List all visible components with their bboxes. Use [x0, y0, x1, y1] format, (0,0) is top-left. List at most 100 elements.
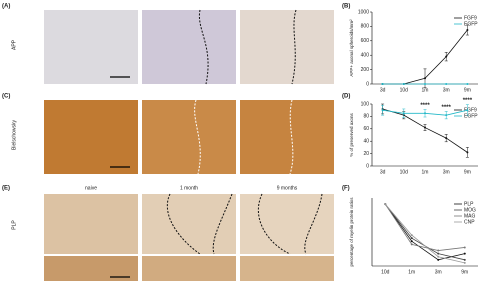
legend-label: MAG: [464, 213, 476, 219]
data-point: [384, 203, 387, 206]
data-point: [445, 137, 448, 140]
panel-label: (E): [2, 186, 10, 192]
data-point: [410, 237, 413, 240]
data-point: [424, 83, 426, 85]
data-point: [463, 252, 466, 255]
data-point: [402, 83, 405, 85]
y-tick-label: 40: [363, 139, 369, 145]
significance: ****: [463, 98, 473, 104]
x-tick-label: 10d: [400, 87, 409, 93]
legend-label: MOG: [464, 207, 476, 213]
data-point: [424, 77, 426, 80]
data-point: [410, 243, 413, 246]
panel-label: (C): [2, 94, 10, 100]
micrograph: [44, 194, 138, 254]
legend-label: FGF9: [464, 15, 477, 21]
data-point: [466, 109, 469, 112]
lesion-border: [257, 193, 323, 255]
x-tick-label: 3m: [435, 269, 442, 275]
data-point: [402, 112, 405, 115]
data-point: [381, 83, 384, 85]
panel-label: (D): [342, 94, 350, 100]
data-point: [445, 83, 448, 85]
data-point: [437, 255, 440, 258]
y-tick-label: 0: [366, 163, 369, 169]
micrograph: [240, 256, 334, 281]
x-tick-label: 1m: [422, 87, 429, 93]
y-tick-label: 20: [363, 151, 369, 157]
x-tick-label: 3m: [443, 87, 450, 93]
x-tick-label: 9m: [464, 169, 471, 175]
panel-label: (F): [342, 186, 350, 192]
x-tick-label: 10d: [381, 269, 390, 275]
x-tick-label: 3d: [380, 87, 386, 93]
row-label: PLP: [11, 220, 17, 230]
lesion-border: [194, 99, 201, 175]
panel-label: (A): [2, 4, 10, 10]
micrograph: [142, 100, 236, 174]
legend-label: PLP: [464, 201, 474, 207]
data-point: [445, 114, 448, 117]
significance: ****: [442, 105, 452, 111]
lesion-border: [289, 99, 294, 175]
data-point: [437, 252, 440, 255]
y-tick-label: 60: [363, 126, 369, 132]
x-tick-label: 9m: [464, 87, 471, 93]
micrograph: [240, 10, 334, 84]
micrograph: [240, 100, 334, 174]
x-tick-label: 10d: [400, 169, 409, 175]
series-line: [384, 203, 465, 264]
legend-label: EGFP: [464, 21, 478, 27]
legend-label: FGF9: [464, 107, 477, 113]
micrograph: [142, 256, 236, 281]
charts: APP+ axonal spheroids/mm²020040060080010…: [349, 9, 478, 275]
data-point: [381, 109, 384, 112]
data-point: [463, 261, 466, 264]
y-tick-label: 80: [363, 114, 369, 120]
column-label: 1 month: [180, 185, 198, 191]
micrograph: [142, 194, 236, 254]
lesion-border: [291, 9, 297, 85]
data-point: [410, 234, 413, 237]
y-axis-label: % of preserved axons: [349, 112, 354, 156]
y-tick-label: 0: [366, 81, 369, 87]
lesion-border: [198, 9, 209, 85]
legend-label: CNP: [464, 219, 475, 225]
micrograph: [142, 10, 236, 84]
x-tick-label: 3d: [380, 169, 386, 175]
x-tick-label: 1m: [422, 169, 429, 175]
y-axis-label: APP+ axonal spheroids/mm²: [349, 19, 354, 77]
series-line: [384, 203, 465, 261]
data-point: [466, 151, 469, 154]
column-label: naive: [85, 185, 97, 191]
significance: ****: [420, 103, 430, 109]
row-label: Bielschowsky: [11, 119, 17, 150]
legend-label: EGFP: [464, 113, 478, 119]
y-tick-label: 400: [361, 53, 370, 59]
x-tick-label: 1m: [408, 269, 415, 275]
data-point: [437, 258, 440, 261]
data-point: [437, 249, 440, 252]
micrograph: [240, 194, 334, 254]
x-tick-label: 3m: [443, 169, 450, 175]
lesion-border: [166, 193, 233, 255]
data-point: [424, 126, 426, 129]
y-axis-label: percentage of myelin protein ratios: [349, 197, 354, 267]
y-tick-label: 600: [361, 38, 370, 44]
micrograph: [44, 100, 138, 174]
data-point: [463, 258, 466, 261]
y-tick-label: 1000: [358, 9, 369, 15]
column-label: 9 months: [277, 185, 298, 191]
y-tick-label: 200: [361, 67, 370, 73]
row-label: APP: [11, 39, 17, 50]
data-point: [445, 55, 448, 58]
y-tick-label: 800: [361, 24, 370, 30]
data-point: [466, 29, 469, 31]
panel-label: (B): [342, 4, 350, 10]
series-line: [384, 203, 465, 261]
series-line: [384, 203, 465, 251]
x-tick-label: 9m: [461, 269, 468, 275]
data-point: [410, 240, 413, 243]
data-point: [463, 246, 466, 249]
